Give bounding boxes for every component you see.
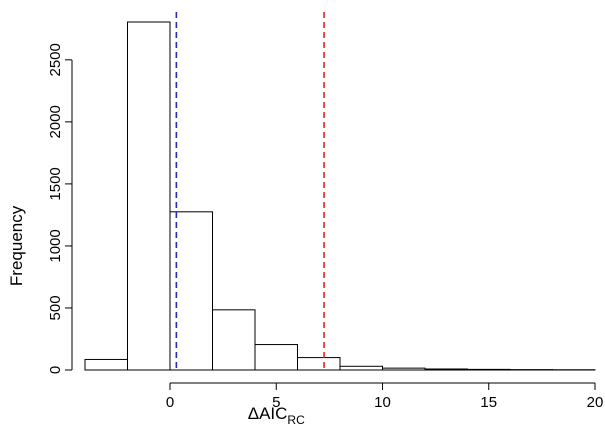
x-tick-label: 10 (374, 394, 391, 411)
y-tick-label: 1500 (47, 167, 64, 200)
histogram-bars (84, 21, 596, 371)
histogram-bar (424, 368, 468, 371)
histogram-bar (84, 358, 128, 371)
y-tick-label: 2500 (47, 43, 64, 76)
histogram-bar (467, 368, 511, 371)
x-tick-label: 0 (166, 394, 174, 411)
y-tick-label: 2000 (47, 105, 64, 138)
y-tick-label: 1000 (47, 229, 64, 262)
y-axis: 0 500 1000 1500 2000 2500 (47, 43, 73, 374)
histogram-bar (127, 21, 171, 371)
histogram-bar (339, 365, 383, 371)
y-tick-label: 500 (47, 295, 64, 320)
x-axis: 0 5 10 15 20 (166, 382, 604, 411)
x-tick-label: 5 (272, 394, 280, 411)
histogram-bar (212, 309, 256, 371)
histogram-bar (254, 344, 298, 371)
histogram-bar (297, 357, 341, 371)
y-tick-label: 0 (47, 366, 64, 374)
x-tick-label: 15 (480, 394, 497, 411)
x-axis-title: ΔAICRC (248, 404, 305, 427)
y-axis-title: Frequency (7, 205, 26, 286)
histogram-bar (382, 367, 426, 371)
x-tick-label: 20 (587, 394, 604, 411)
